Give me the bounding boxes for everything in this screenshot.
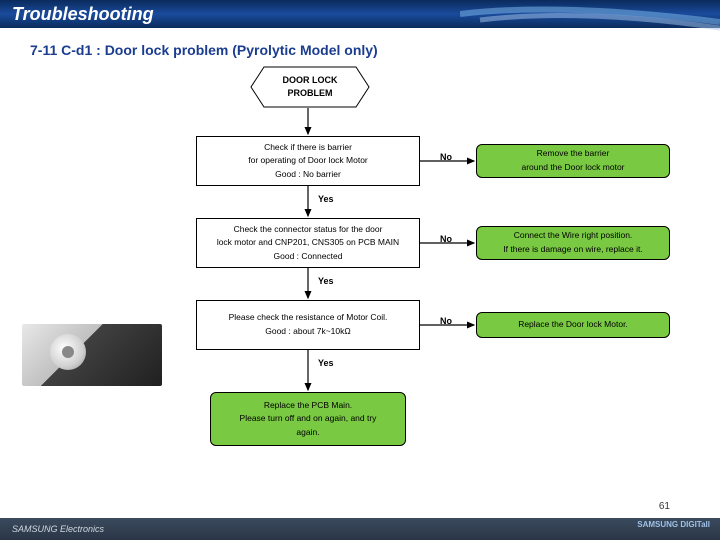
action2-l1: Connect the Wire right position. [514,229,633,243]
final-l1: Replace the PCB Main. [264,399,352,413]
step2-l2: lock motor and CNP201, CNS305 on PCB MAI… [217,236,399,250]
action2-l2: If there is damage on wire, replace it. [503,243,642,257]
flowchart-canvas: DOOR LOCK PROBLEM Check if there is barr… [0,60,720,516]
step1-l1: Check if there is barrier [264,141,352,155]
step2-l3: Good : Connected [274,250,343,264]
start-node: DOOR LOCK PROBLEM [250,66,370,108]
step1-l2: for operating of Door lock Motor [248,154,368,168]
step3-l1: Please check the resistance of Motor Coi… [229,311,388,325]
decision-step3: Please check the resistance of Motor Coi… [196,300,420,350]
decision-step2: Check the connector status for the door … [196,218,420,268]
page-subtitle: 7-11 C-d1 : Door lock problem (Pyrolytic… [30,42,378,58]
label-no-3: No [440,316,452,326]
footer-right: SAMSUNG DIGITall [637,514,710,536]
final-l2: Please turn off and on again, and try [240,412,377,426]
label-yes-1: Yes [318,194,334,204]
decision-step1: Check if there is barrier for operating … [196,136,420,186]
step2-l1: Check the connector status for the door [234,223,383,237]
action-step1: Remove the barrier around the Door lock … [476,144,670,178]
step3-l2: Good : about 7k~10kΩ [265,325,351,339]
action1-l2: around the Door lock motor [522,161,625,175]
label-no-2: No [440,234,452,244]
start-line2: PROBLEM [288,87,333,100]
action1-l1: Remove the barrier [537,147,610,161]
label-no-1: No [440,152,452,162]
step1-l3: Good : No barrier [275,168,341,182]
footer-bar: SAMSUNG Electronics SAMSUNG DIGITall [0,518,720,540]
final-l3: again. [296,426,319,440]
header-bar: Troubleshooting [0,0,720,28]
footer-left: SAMSUNG Electronics [12,524,104,534]
label-yes-3: Yes [318,358,334,368]
start-line1: DOOR LOCK [283,74,338,87]
page-number: 61 [659,501,670,512]
arrows-layer [0,60,720,520]
final-action: Replace the PCB Main. Please turn off an… [210,392,406,446]
label-yes-2: Yes [318,276,334,286]
action-step2: Connect the Wire right position. If ther… [476,226,670,260]
header-title: Troubleshooting [12,4,154,24]
action-step3: Replace the Door lock Motor. [476,312,670,338]
action3-l1: Replace the Door lock Motor. [518,318,628,332]
component-photo [22,324,162,386]
